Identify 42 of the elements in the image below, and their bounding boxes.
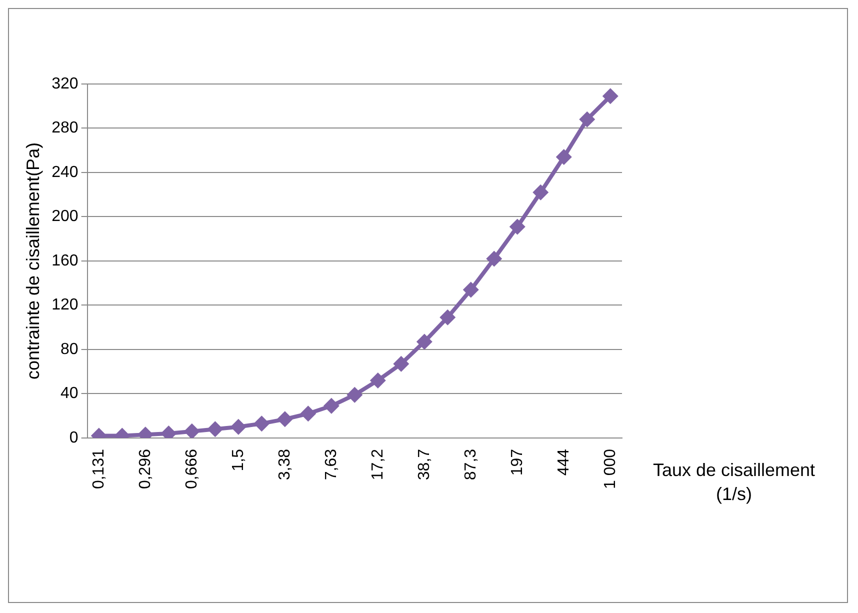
y-tick-label: 160 xyxy=(52,252,78,270)
point xyxy=(346,386,363,403)
y-tick-label: 200 xyxy=(52,208,78,226)
point xyxy=(440,309,456,326)
y-tick-label: 240 xyxy=(52,164,78,181)
y-tick-label: 0 xyxy=(69,429,78,446)
point xyxy=(276,411,293,428)
y-axis-title: contrainte de cisaillement(Pa) xyxy=(22,142,43,380)
point xyxy=(323,398,340,414)
point xyxy=(230,418,246,435)
point xyxy=(393,356,410,372)
point xyxy=(532,184,549,200)
x-tick-label: 17,2 xyxy=(369,448,386,480)
x-tick-label: 87,3 xyxy=(462,448,480,480)
x-tick-label: 1 000 xyxy=(602,448,619,490)
point xyxy=(602,88,618,104)
x-tick-label: 197 xyxy=(508,448,526,476)
point xyxy=(300,406,316,422)
x-tick-label: 3,38 xyxy=(276,448,294,480)
point xyxy=(370,372,386,388)
point xyxy=(184,423,200,438)
y-tick-label: 120 xyxy=(52,296,78,314)
point xyxy=(556,149,572,166)
x-tick-label: 0,666 xyxy=(183,448,200,490)
point xyxy=(254,416,270,432)
x-tick-label: 444 xyxy=(555,448,572,476)
x-tick-label: 7,63 xyxy=(322,448,340,480)
point xyxy=(486,250,502,267)
x-tick-label: 0,296 xyxy=(136,448,154,490)
point xyxy=(579,111,596,128)
point xyxy=(416,334,432,350)
point xyxy=(462,282,479,298)
x-tick-label: 1,5 xyxy=(230,448,247,472)
y-tick-label: 40 xyxy=(60,385,78,402)
x-tick-label: 0,131 xyxy=(90,448,108,490)
point xyxy=(207,421,224,438)
x-tick-label: 38,7 xyxy=(416,448,433,480)
y-tick-label: 280 xyxy=(52,120,78,137)
y-tick-label: 80 xyxy=(60,340,78,358)
point xyxy=(509,218,526,235)
y-tick-label: 320 xyxy=(52,75,78,92)
x-axis-title: Taux de cisaillement (1/s) xyxy=(652,460,816,504)
